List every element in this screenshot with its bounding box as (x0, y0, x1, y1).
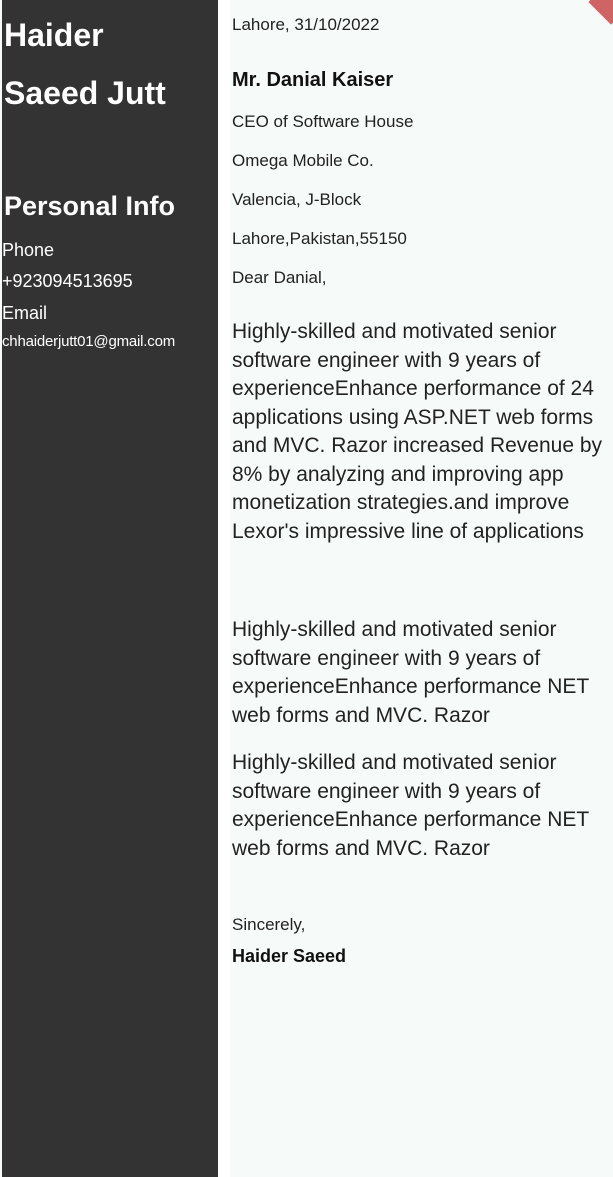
column-divider (218, 0, 230, 1177)
letter-body: Lahore, 31/10/2022 Mr. Danial Kaiser CEO… (230, 0, 613, 1177)
place-date: Lahore, 31/10/2022 (232, 15, 380, 34)
recipient-role: CEO of Software House (232, 112, 414, 131)
signature-name: Haider Saeed (232, 946, 347, 966)
closing: Sincerely, (232, 915, 306, 934)
applicant-first-name: Haider (4, 17, 104, 53)
page-edge (0, 0, 2, 1177)
letter-paragraph: Highly-skilled and motivated senior soft… (232, 618, 589, 727)
recipient-company: Omega Mobile Co. (232, 151, 374, 170)
email-value: chhaiderjutt01@gmail.com (2, 333, 176, 350)
phone-value: +923094513695 (2, 271, 133, 291)
letter-paragraph: Highly-skilled and motivated senior soft… (232, 751, 589, 860)
personal-info-heading: Personal Info (4, 191, 176, 221)
sidebar: Haider Saeed Jutt Personal Info Phone +9… (2, 0, 218, 1177)
corner-ribbon (588, 0, 613, 25)
address-line-1: Valencia, J-Block (232, 190, 362, 209)
address-line-2: Lahore,Pakistan,55150 (232, 229, 407, 248)
letter-paragraph: Highly-skilled and motivated senior soft… (232, 320, 603, 543)
email-label: Email (2, 303, 48, 323)
salutation: Dear Danial, (232, 268, 327, 287)
phone-label: Phone (2, 240, 55, 260)
recipient-name: Mr. Danial Kaiser (232, 69, 394, 91)
applicant-last-name: Saeed Jutt (4, 75, 166, 111)
